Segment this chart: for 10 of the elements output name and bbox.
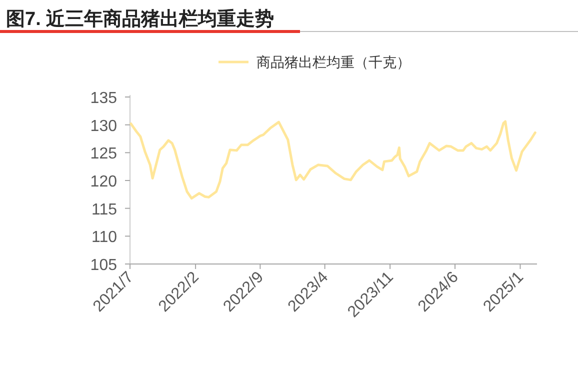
- y-tick-label: 130: [90, 118, 118, 135]
- line-series: [130, 120, 536, 200]
- legend-label: 商品猪出栏均重（千克）: [256, 54, 410, 70]
- y-tick-label: 105: [90, 257, 118, 274]
- y-tick-label: 110: [91, 229, 118, 246]
- chart-title: 图7. 近三年商品猪出栏均重走势: [6, 8, 274, 30]
- y-tick-label: 125: [90, 146, 118, 163]
- y-tick-label: 120: [90, 174, 118, 190]
- y-tick-label: 135: [90, 90, 118, 107]
- y-tick-label: 115: [91, 201, 118, 218]
